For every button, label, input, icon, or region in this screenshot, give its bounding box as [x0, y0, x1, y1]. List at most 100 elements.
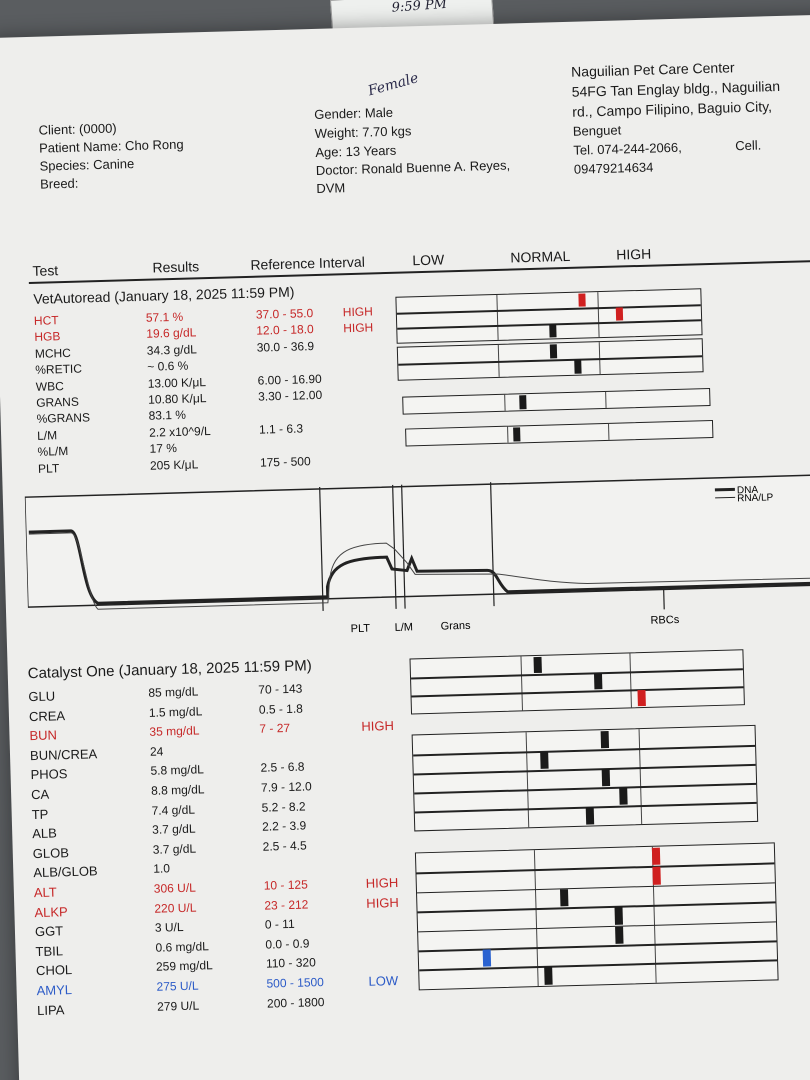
- legend-dna-label: DNA: [737, 485, 759, 497]
- reference-range-glu: 70 - 143: [258, 681, 303, 697]
- test-name-bun: BUN: [29, 727, 58, 744]
- result-value-crea: 1.5 mg/dL: [148, 703, 203, 720]
- patient-label: Patient Name:: [38, 138, 122, 156]
- range-bar-row-divider: [419, 959, 778, 972]
- histogram-frame: [24, 474, 810, 608]
- range-marker-normal: [614, 906, 623, 925]
- result-value-alb-glob: 1.0: [153, 861, 171, 877]
- client-label: Client:: [38, 121, 76, 138]
- header-reference: Reference Interval: [250, 253, 366, 273]
- range-bar-row-divider: [418, 920, 777, 933]
- test-name-hct: HCT: [33, 313, 59, 328]
- test-name-alt: ALT: [33, 884, 57, 901]
- range-marker-normal: [585, 807, 595, 825]
- range-marker-normal: [560, 888, 569, 907]
- gender-text: Gender: Male: [314, 104, 394, 122]
- range-marker-normal: [539, 751, 549, 769]
- histogram-divider-plt: [319, 486, 324, 611]
- test-name-l-m: %L/M: [37, 444, 69, 460]
- test-name-bun-crea: BUN/CREA: [29, 746, 98, 763]
- histogram-tick-rbcs: [663, 589, 665, 610]
- result-value-plt: 205 K/μL: [149, 456, 199, 473]
- range-bar-group-2: [396, 338, 704, 381]
- result-value-l-m: 17 %: [149, 441, 178, 456]
- result-value-grans: 83.1 %: [148, 408, 187, 424]
- client-value: (0000): [78, 120, 117, 137]
- histogram-divider-lm-2: [401, 484, 406, 609]
- range-bar-group-3: [402, 388, 711, 415]
- range-bar-row-divider: [413, 763, 756, 775]
- range-marker-normal: [533, 656, 542, 674]
- range-marker-normal: [593, 673, 603, 690]
- test-name-retic: %RETIC: [35, 361, 83, 378]
- test-name-alb-glob: ALB/GLOB: [33, 863, 98, 881]
- range-bar-divider: [507, 426, 509, 443]
- reference-range-alt: 10 - 125: [263, 877, 309, 893]
- reference-range-crea: 0.5 - 1.8: [258, 701, 304, 717]
- test-name-plt: PLT: [37, 460, 60, 476]
- clinic-address-1: 54FG Tan Englay bldg., Naguilian: [571, 77, 781, 100]
- result-value-alkp: 220 U/L: [154, 900, 197, 916]
- range-bar-divider: [525, 732, 530, 828]
- result-value-retic: ~ 0.6 %: [147, 358, 189, 374]
- reference-range-ca: 7.9 - 12.0: [260, 779, 312, 795]
- range-bar-row-divider: [418, 940, 777, 952]
- dot-plot-histogram: DNA RNA/LP PLT L/M Grans RBCs: [24, 474, 810, 635]
- result-value-lipa: 279 U/L: [156, 998, 200, 1014]
- flag-alkp: HIGH: [366, 894, 399, 911]
- reference-range-grans: 3.30 - 12.00: [257, 387, 323, 404]
- result-value-hct: 57.1 %: [145, 309, 184, 325]
- range-bar-row-divider: [411, 668, 743, 679]
- axis-label-lm: L/M: [394, 621, 413, 634]
- result-value-phos: 5.8 mg/dL: [150, 762, 205, 779]
- range-bar-divider: [605, 391, 607, 408]
- species-value: Canine: [92, 156, 135, 173]
- reference-range-ggt: 0 - 11: [264, 917, 295, 932]
- range-marker-normal: [549, 324, 557, 338]
- doctor-title: DVM: [316, 180, 346, 196]
- axis-label-grans: Grans: [440, 620, 471, 633]
- reference-range-lipa: 200 - 1800: [266, 994, 325, 1011]
- range-marker-normal: [519, 395, 527, 410]
- result-value-tp: 7.4 g/dL: [151, 802, 196, 818]
- range-bar-group-1: [395, 288, 703, 344]
- test-name-crea: CREA: [28, 707, 66, 724]
- clinic-address-2: rd., Campo Filipino, Baguio City,: [572, 98, 773, 120]
- range-bar-row-divider: [396, 304, 701, 315]
- result-value-alt: 306 U/L: [153, 880, 197, 896]
- result-value-hgb: 19.6 g/dL: [146, 325, 197, 342]
- test-name-alkp: ALKP: [34, 903, 68, 920]
- test-name-ca: CA: [30, 786, 50, 803]
- reference-range-alb: 2.2 - 3.9: [261, 818, 307, 834]
- axis-label-rbcs: RBCs: [650, 614, 680, 627]
- flag-hct: HIGH: [342, 304, 373, 320]
- test-name-lipa: LIPA: [36, 1001, 65, 1018]
- result-value-tbil: 0.6 mg/dL: [155, 939, 210, 955]
- test-name-l-m: L/M: [36, 428, 58, 443]
- range-bar-group-4: [405, 419, 714, 447]
- patient-line: Patient Name: Cho Rong: [39, 137, 184, 156]
- test-name-grans: GRANS: [36, 394, 80, 410]
- clinic-cell-label: Cell.: [735, 137, 762, 154]
- test-name-hgb: HGB: [34, 329, 61, 345]
- range-marker-high: [637, 689, 646, 707]
- species-line: Species: Canine: [39, 156, 134, 174]
- reference-range-amyl: 500 - 1500: [266, 975, 325, 991]
- reference-range-tbil: 0.0 - 0.9: [265, 936, 310, 952]
- clinic-address-3: Benguet: [572, 122, 622, 139]
- header-results: Results: [152, 258, 200, 276]
- flag-amyl: LOW: [368, 972, 399, 989]
- header-normal: NORMAL: [510, 247, 571, 266]
- section-title-vetautoread: VetAutoread (January 18, 2025 11:59 PM): [33, 283, 295, 307]
- reference-range-glob: 2.5 - 4.5: [262, 838, 307, 854]
- catalyst-bar-group-1: [409, 649, 745, 715]
- result-value-bun-crea: 24: [149, 744, 164, 759]
- reference-range-hct: 37.0 - 55.0: [255, 306, 314, 322]
- reference-range-mchc: 30.0 - 36.9: [256, 338, 315, 355]
- range-marker-normal: [614, 926, 624, 944]
- result-value-amyl: 275 U/L: [156, 978, 199, 994]
- range-marker-low: [483, 949, 492, 967]
- histogram-divider-lm-1: [392, 484, 397, 609]
- range-bar-divider: [496, 294, 499, 340]
